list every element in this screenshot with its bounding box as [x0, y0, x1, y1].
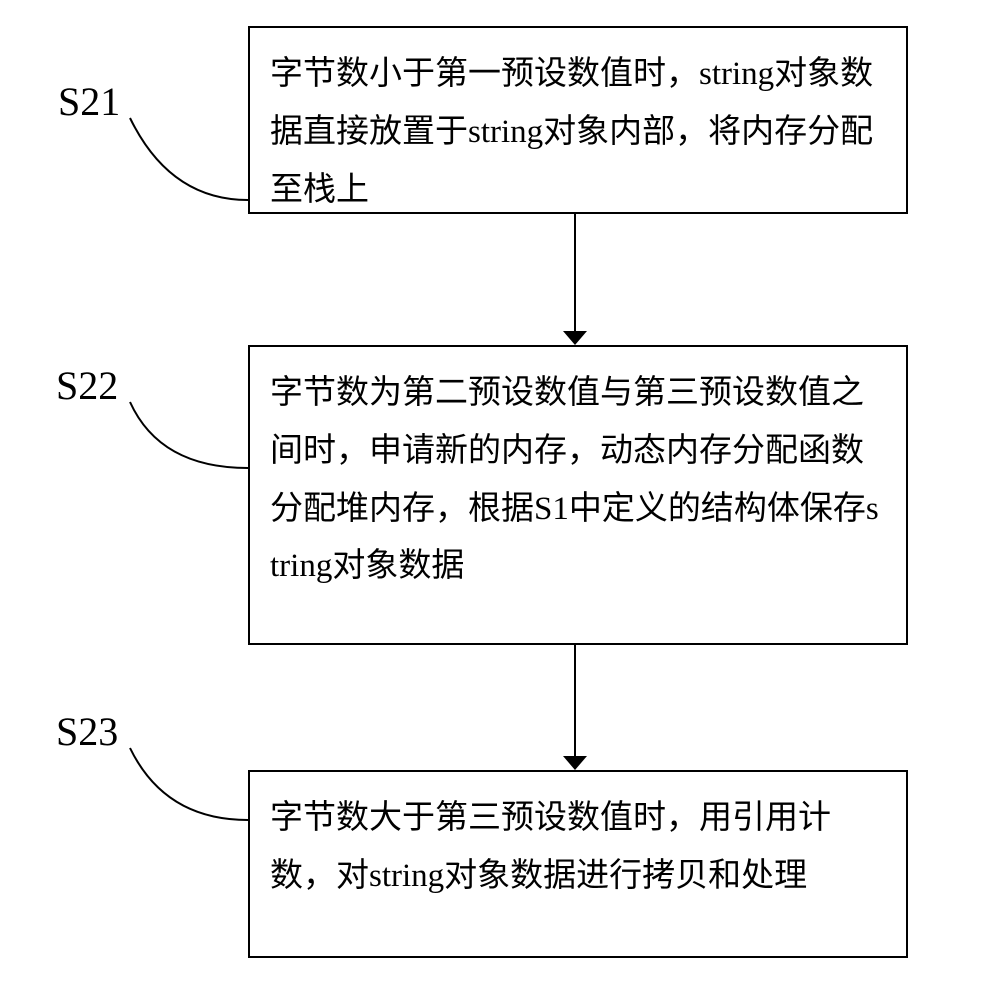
step-label-s23: S23 [56, 708, 118, 755]
flow-box-s22: 字节数为第二预设数值与第三预设数值之间时，申请新的内存，动态内存分配函数分配堆内… [248, 345, 908, 645]
step-label-s21: S21 [58, 78, 120, 125]
flow-box-text-s22: 字节数为第二预设数值与第三预设数值之间时，申请新的内存，动态内存分配函数分配堆内… [270, 365, 886, 596]
step-label-text: S22 [56, 363, 118, 408]
step-label-text: S21 [58, 79, 120, 124]
step-label-s22: S22 [56, 362, 118, 409]
arrow-s22-s23 [574, 645, 576, 758]
arrow-head-s21-s22 [563, 331, 587, 345]
flowchart-container: S21 字节数小于第一预设数值时，string对象数据直接放置于string对象… [0, 0, 1007, 983]
step-label-text: S23 [56, 709, 118, 754]
flow-box-text-s23: 字节数大于第三预设数值时，用引用计数，对string对象数据进行拷贝和处理 [270, 790, 886, 906]
flow-box-text-s21: 字节数小于第一预设数值时，string对象数据直接放置于string对象内部，将… [270, 46, 886, 219]
flow-box-s23: 字节数大于第三预设数值时，用引用计数，对string对象数据进行拷贝和处理 [248, 770, 908, 958]
arrow-s21-s22 [574, 214, 576, 333]
arrow-head-s22-s23 [563, 756, 587, 770]
flow-box-s21: 字节数小于第一预设数值时，string对象数据直接放置于string对象内部，将… [248, 26, 908, 214]
